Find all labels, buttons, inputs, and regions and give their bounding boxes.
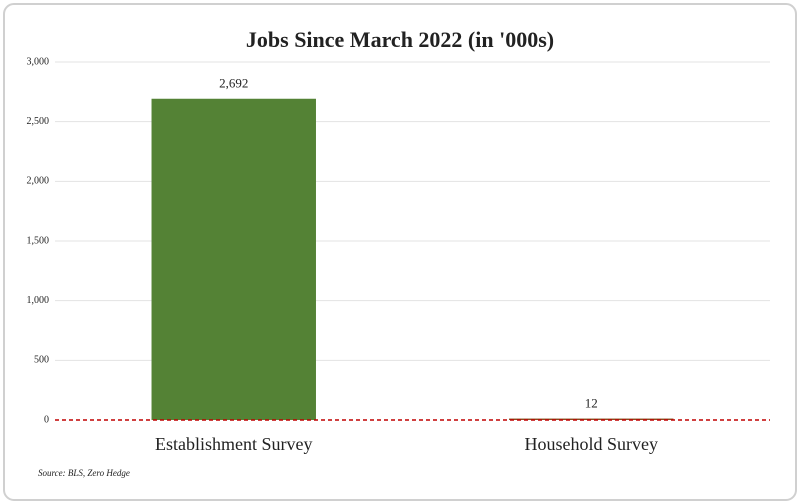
- y-tick-label: 1,000: [27, 295, 50, 306]
- y-tick-label: 2,000: [27, 176, 50, 187]
- y-tick-label: 1,500: [27, 235, 50, 246]
- frame: [3, 3, 797, 501]
- y-tick-label: 500: [34, 355, 49, 366]
- y-tick-label: 0: [44, 414, 49, 425]
- y-tick-label: 2,500: [27, 116, 50, 127]
- x-tick-label: Household Survey: [525, 434, 659, 454]
- source-note: Source: BLS, Zero Hedge: [38, 468, 130, 478]
- y-tick-label: 3,000: [27, 56, 50, 67]
- chart-title: Jobs Since March 2022 (in '000s): [246, 27, 554, 52]
- x-tick-label: Establishment Survey: [155, 434, 312, 454]
- value-label: 2,692: [219, 76, 248, 91]
- value-label: 12: [585, 396, 598, 411]
- bar: [509, 418, 674, 420]
- bar: [151, 98, 316, 420]
